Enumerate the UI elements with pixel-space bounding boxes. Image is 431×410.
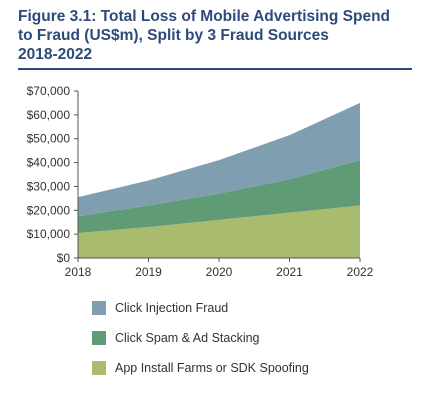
legend-label: App Install Farms or SDK Spoofing: [115, 361, 309, 375]
legend-label: Click Spam & Ad Stacking: [115, 331, 260, 345]
area-click-spam-ad-stacking: [78, 160, 360, 233]
chart-title: Figure 3.1: Total Loss of Mobile Adverti…: [18, 7, 418, 64]
legend-item: App Install Farms or SDK Spoofing: [92, 360, 309, 376]
legend-swatch: [92, 301, 106, 315]
legend-item: Click Spam & Ad Stacking: [92, 330, 309, 346]
title-line-2: to Fraud (US$m), Split by 3 Fraud Source…: [18, 27, 329, 44]
legend-label: Click Injection Fraud: [115, 301, 229, 315]
title-divider: [18, 68, 412, 70]
x-tick-label: 2018: [65, 265, 92, 279]
axes: [74, 90, 361, 262]
area-layers: [78, 102, 360, 258]
area-app-install-farms-or-sdk-spoofing: [78, 205, 360, 258]
x-tick-labels: 2018 2019 2020 2021 2022: [65, 265, 374, 279]
area-click-injection-fraud: [78, 102, 360, 217]
y-tick-label: $40,000: [27, 156, 71, 170]
legend-item: Click Injection Fraud: [92, 300, 309, 316]
x-tick-label: 2022: [347, 265, 374, 279]
x-tick-label: 2019: [135, 265, 162, 279]
y-tick-label: $10,000: [27, 227, 71, 241]
stacked-area-chart: $0 $10,000 $20,000 $30,000 $40,000 $50,000 $60…: [27, 84, 374, 279]
y-tick-label: $70,000: [27, 84, 71, 98]
legend-swatch: [92, 361, 106, 375]
title-line-1: Figure 3.1: Total Loss of Mobile Adverti…: [18, 8, 391, 25]
y-tick-label: $0: [57, 251, 71, 265]
x-tick-label: 2020: [206, 265, 233, 279]
y-tick-labels: $0 $10,000 $20,000 $30,000 $40,000 $50,000 $60…: [27, 84, 71, 265]
legend: Click Injection Fraud Click Spam & Ad Sta…: [92, 300, 309, 390]
legend-swatch: [92, 331, 106, 345]
y-tick-label: $30,000: [27, 179, 71, 193]
x-tick-label: 2021: [276, 265, 303, 279]
y-tick-label: $60,000: [27, 108, 71, 122]
y-tick-label: $20,000: [27, 203, 71, 217]
title-line-3: 2018-2022: [18, 46, 93, 63]
y-tick-label: $50,000: [27, 132, 71, 146]
